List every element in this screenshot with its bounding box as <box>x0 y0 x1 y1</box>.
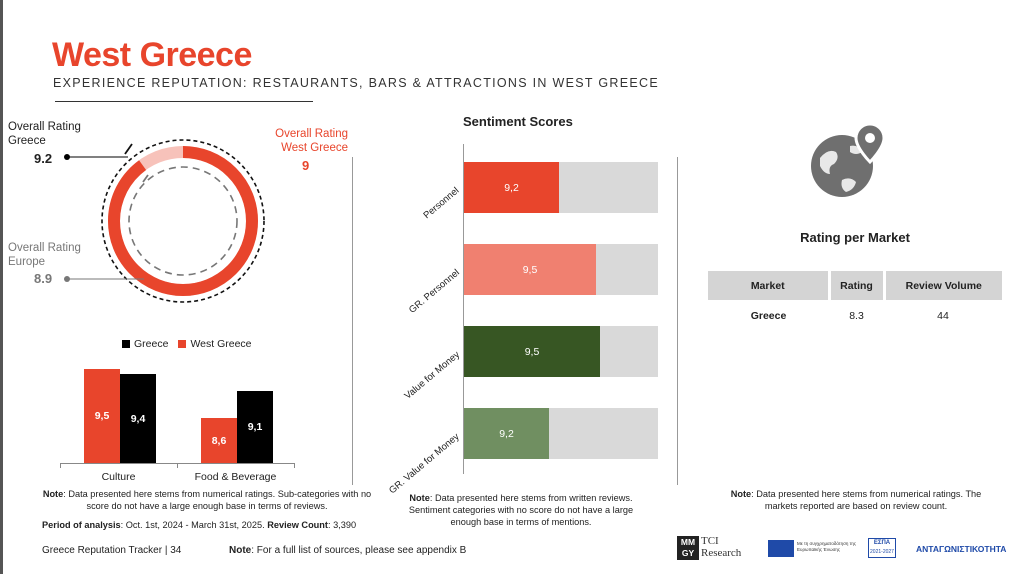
col-review-volume: Review Volume <box>884 271 1002 300</box>
legend-greece: Greece <box>134 338 169 350</box>
bar-greece-food-beverage: 9,1 <box>237 390 273 464</box>
west-greece-rating-label: Overall Rating West Greece <box>275 128 348 154</box>
cell-rating: 8.3 <box>849 310 864 322</box>
footer-tracker: Greece Reputation Tracker | 34 <box>42 545 182 556</box>
europe-marker <box>142 174 149 183</box>
footer-note: Note: For a full list of sources, please… <box>229 545 467 556</box>
europe-rating-label: Overall Rating Europe <box>8 242 81 268</box>
globe-location-icon <box>811 122 886 197</box>
west-greece-rating-value: 9 <box>302 158 310 173</box>
sentiment-note: Note: Data presented here stems from wri… <box>408 493 634 527</box>
overall-rating-ring <box>101 139 265 303</box>
sentiment-bar-gr-value-for-money: 9,2 <box>464 408 549 459</box>
chart-legend: Greece West Greece <box>122 338 252 350</box>
bar-west-greece-culture: 9,5 <box>84 368 120 464</box>
sentiment-label-gr-personnel: GR. Personnel <box>406 267 462 316</box>
cell-volume: 44 <box>937 310 949 322</box>
europe-rating-value: 8.9 <box>34 271 53 286</box>
col-rating: Rating <box>829 271 886 300</box>
eu-cofunding-text: Με τη συγχρηματοδότηση της Ευρωπαϊκής Έν… <box>797 541 857 552</box>
market-note: Note: Data presented here stems from num… <box>730 489 982 511</box>
page-title: West Greece <box>52 36 252 74</box>
greece-marker <box>124 143 133 155</box>
greece-rating-value: 9.2 <box>34 151 53 166</box>
europe-leader <box>64 276 144 282</box>
eu-flag-icon <box>768 540 794 557</box>
sentiment-label-personnel: Personnel <box>421 185 462 222</box>
sentiment-label-value-for-money: Value for Money <box>402 349 462 402</box>
sentiment-bar-value-for-money: 9,5 <box>464 326 600 377</box>
col-market: Market <box>708 271 831 300</box>
left-note: Note: Data presented here stems from num… <box>42 489 372 511</box>
page-subtitle: EXPERIENCE REPUTATION: RESTAURANTS, BARS… <box>53 76 659 90</box>
sentiment-axis <box>463 144 464 474</box>
sentiment-title: Sentiment Scores <box>463 114 573 129</box>
market-title: Rating per Market <box>800 230 910 245</box>
sentiment-bar-personnel: 9,2 <box>464 162 559 213</box>
bar-west-greece-food-beverage: 8,6 <box>201 418 237 464</box>
ring-fill-west-greece <box>108 146 258 296</box>
legend-swatch-greece <box>122 340 130 348</box>
mmgy-logo: MM GY <box>677 536 699 560</box>
category-label-food-beverage: Food & Beverage <box>194 471 277 483</box>
divider-right <box>677 157 678 485</box>
category-label-culture: Culture <box>101 471 136 483</box>
sentiment-label-gr-value-for-money: GR. Value for Money <box>387 431 462 497</box>
legend-swatch-west-greece <box>178 340 187 348</box>
greece-rating-label: Overall Rating Greece <box>8 121 81 147</box>
category-bar-chart: 9,5 9,4 8,6 9,1 <box>60 360 300 464</box>
table-row: Greece 8.3 44 <box>708 300 1002 332</box>
tci-research-logo: TCI Research <box>701 535 742 559</box>
sentiment-bar-gr-personnel: 9,5 <box>464 244 596 295</box>
period-of-analysis: Period of analysis: Oct. 1st, 2024 - Mar… <box>42 520 357 530</box>
divider-left <box>352 157 353 485</box>
title-divider <box>55 101 313 102</box>
bar-greece-culture: 9,4 <box>120 374 156 464</box>
legend-west-greece: West Greece <box>190 338 252 350</box>
left-edge-bar <box>0 0 3 574</box>
greece-leader <box>64 154 128 160</box>
cell-market: Greece <box>750 310 787 322</box>
espa-logo: ΕΣΠΑ 2021-2027 <box>868 538 896 558</box>
market-table: Market Rating Review Volume Greece 8.3 4… <box>708 271 1002 332</box>
program-logo: ΑΝΤΑΓΩΝΙΣΤΙΚΟΤΗΤΑ <box>916 544 1007 554</box>
